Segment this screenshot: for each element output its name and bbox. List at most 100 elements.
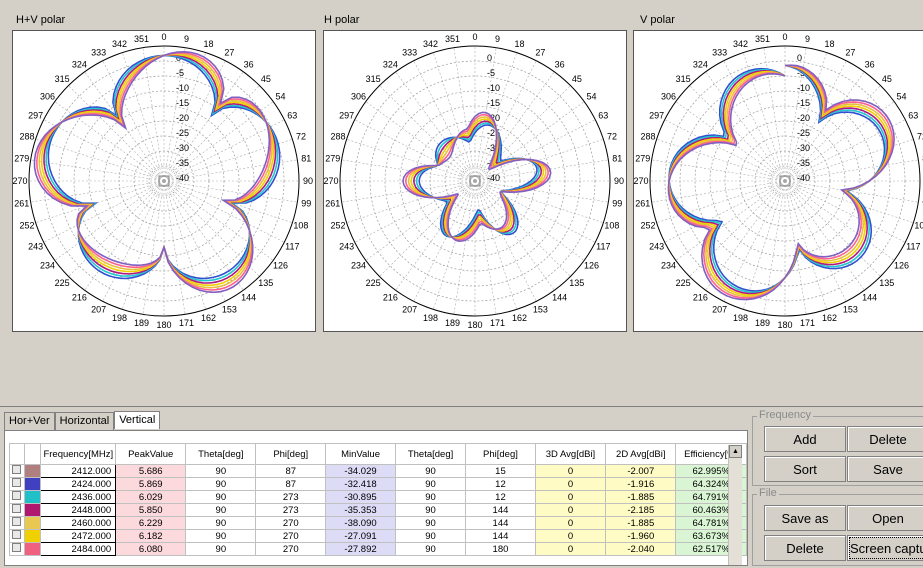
angle-tick-label: 18 (824, 39, 834, 49)
ring-tick-label: -10 (797, 83, 810, 93)
table-cell: 0 (534, 516, 607, 530)
delete-file-button[interactable]: Delete (764, 535, 846, 561)
angle-tick-label: 324 (383, 60, 398, 70)
column-header[interactable]: Phi[deg] (465, 443, 536, 465)
row-color-swatch (23, 542, 42, 556)
angle-tick-label: 27 (845, 48, 855, 58)
tab-hor-ver[interactable]: Hor+Ver (4, 412, 55, 430)
angle-tick-label: 297 (28, 111, 43, 121)
ring-tick-label: -35 (797, 158, 810, 168)
screen-capture-button[interactable]: Screen captur (847, 535, 923, 561)
table-row[interactable]: 2448.000 5.850 90 273 -35.353 90 144 0 -2.185 60.… (9, 503, 747, 517)
select-column-header (9, 443, 25, 465)
polar-grid-spoke (341, 180, 476, 203)
row-checkbox[interactable] (9, 503, 25, 517)
polar-grid-spoke (784, 180, 807, 315)
polar-grid-spoke (689, 85, 786, 182)
column-header[interactable]: Theta[deg] (185, 443, 257, 465)
column-header[interactable]: Frequency[MHz] (40, 443, 117, 465)
angle-tick-label: 234 (351, 261, 366, 271)
angle-tick-label: 306 (40, 91, 55, 101)
row-checkbox[interactable] (9, 490, 25, 504)
row-checkbox[interactable] (9, 529, 25, 543)
polar-grid-spoke (163, 60, 226, 182)
table-cell: 90 (185, 503, 257, 517)
ring-tick-label: -30 (487, 143, 500, 153)
angle-tick-label: 198 (112, 313, 127, 323)
pattern-series-line (667, 64, 895, 301)
table-row[interactable]: 2412.000 5.686 90 87 -34.029 90 15 0 -2.007 62.99… (9, 464, 747, 478)
polar-grid-spoke (432, 52, 476, 182)
angle-tick-label: 54 (275, 91, 285, 101)
table-cell: 2448.000 (40, 503, 117, 517)
row-checkbox[interactable] (9, 477, 25, 491)
add-button[interactable]: Add (764, 426, 846, 452)
open-button[interactable]: Open (847, 505, 923, 531)
polar-grid-spoke (341, 159, 476, 182)
angle-tick-label: 90 (303, 176, 313, 186)
polar-grid-spoke (163, 180, 226, 302)
angle-tick-label: 234 (661, 261, 676, 271)
table-cell: 90 (394, 529, 467, 543)
table-row[interactable]: 2472.000 6.182 90 270 -27.091 90 144 0 -1.960 63.… (9, 529, 747, 543)
polar-grid-spoke (784, 180, 881, 277)
row-checkbox[interactable] (9, 542, 25, 556)
table-cell: 6.229 (115, 516, 187, 530)
column-header[interactable]: PeakValue (115, 443, 187, 465)
angle-tick-label: 126 (273, 261, 288, 271)
angle-tick-label: 36 (865, 60, 875, 70)
polar-grid-spoke (474, 180, 604, 224)
polar-grid-spoke (413, 180, 476, 302)
table-cell: 2472.000 (40, 529, 117, 543)
color-column-header (23, 443, 42, 465)
row-checkbox[interactable] (9, 516, 25, 530)
pattern-series-line (40, 53, 275, 287)
table-cell: 2436.000 (40, 490, 117, 504)
table-row[interactable]: 2436.000 6.029 90 273 -30.895 90 12 0 -1.885 64.7… (9, 490, 747, 504)
scroll-up-icon[interactable]: ▲ (729, 445, 742, 458)
polar-grid-spoke (395, 71, 476, 182)
delete-frequency-button[interactable]: Delete (847, 426, 923, 452)
ring-tick-label: -25 (797, 128, 810, 138)
table-cell: -1.885 (605, 490, 677, 504)
file-group: File (752, 487, 923, 566)
ring-tick-label: -10 (487, 83, 500, 93)
angle-tick-label: 324 (72, 60, 87, 70)
tab-horizontal[interactable]: Horizontal (54, 412, 115, 430)
polar-outer-ring (28, 45, 300, 317)
table-cell: -27.892 (325, 542, 396, 556)
sort-button[interactable]: Sort (764, 456, 846, 482)
table-cell: -2.007 (605, 464, 677, 478)
angle-tick-label: 108 (604, 220, 619, 230)
angle-tick-label: 99 (301, 199, 311, 209)
table-row[interactable]: 2484.000 6.080 90 270 -27.892 90 180 0 -2.040 62.… (9, 542, 747, 556)
tab-vertical[interactable]: Vertical (114, 411, 161, 429)
column-header[interactable]: Phi[deg] (255, 443, 327, 465)
table-row[interactable]: 2460.000 6.229 90 270 -38.090 90 144 0 -1.885 64.… (9, 516, 747, 530)
table-scrollbar[interactable]: ▲ (728, 445, 742, 565)
table-row[interactable]: 2424.000 5.869 90 87 -32.418 90 12 0 -1.916 64.32… (9, 477, 747, 491)
angle-tick-label: 270 (634, 176, 649, 186)
table-cell: 180 (465, 542, 536, 556)
table-cell: 270 (255, 529, 327, 543)
ring-tick-label: -5 (487, 68, 495, 78)
save-button[interactable]: Save (847, 456, 923, 482)
column-header[interactable]: 2D Avg[dBi] (605, 443, 677, 465)
angle-tick-label: 288 (20, 132, 35, 142)
polar-center-marker (158, 175, 170, 187)
column-header[interactable]: 3D Avg[dBi] (534, 443, 607, 465)
angle-tick-label: 207 (91, 304, 106, 314)
angle-tick-label: 135 (879, 278, 894, 288)
table-cell: 0 (534, 503, 607, 517)
ring-tick-label: -20 (487, 113, 500, 123)
column-header[interactable]: Theta[deg] (394, 443, 467, 465)
polar-grid-spoke (784, 180, 828, 310)
angle-tick-label: 315 (366, 74, 381, 84)
save-as-button[interactable]: Save as (764, 505, 846, 531)
polar-grid-spoke (43, 119, 165, 182)
row-checkbox[interactable] (9, 464, 25, 478)
polar-grid-spoke (121, 180, 165, 310)
angle-tick-label: 252 (331, 220, 346, 230)
column-header[interactable]: MinValue (325, 443, 396, 465)
ring-tick-label: -25 (176, 128, 189, 138)
